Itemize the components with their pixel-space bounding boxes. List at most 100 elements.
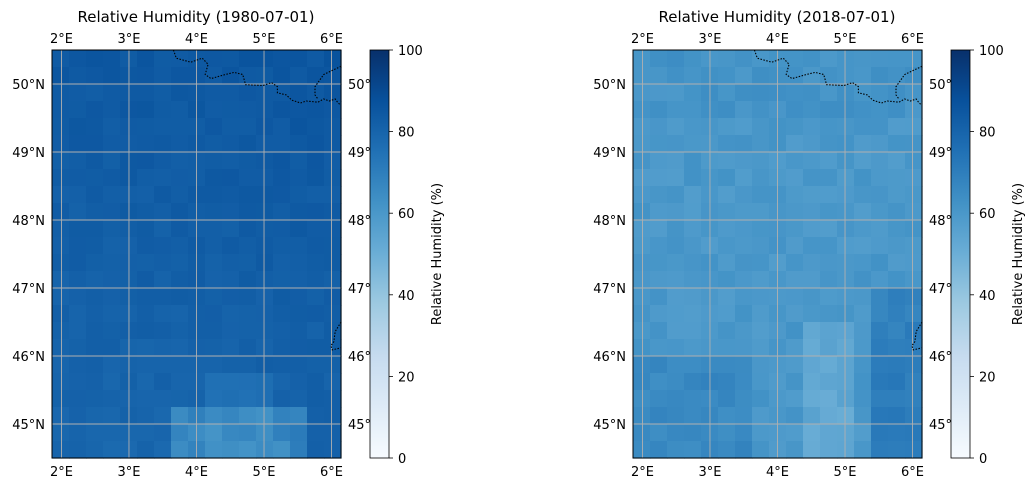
heatmap-cell (837, 322, 855, 340)
heatmap-cell (735, 169, 753, 187)
heatmap-cell (633, 135, 651, 153)
heatmap-cell (86, 186, 104, 204)
heatmap-cell (871, 407, 889, 425)
heatmap-cell (239, 356, 257, 374)
heatmap-cell (290, 356, 308, 374)
heatmap-cell (290, 288, 308, 306)
heatmap-cell (735, 50, 753, 68)
heatmap-cell (154, 305, 172, 323)
x-tick-label-top: 5°E (253, 32, 276, 47)
heatmap-cell (803, 254, 821, 272)
heatmap-cell (650, 441, 668, 459)
y-tick-label-left: 46°N (12, 350, 45, 365)
heatmap-cell (786, 118, 804, 136)
y-tick-label-left: 45°N (12, 418, 45, 433)
heatmap-cell (667, 118, 685, 136)
heatmap-cell (667, 186, 685, 204)
heatmap-cell (752, 424, 770, 442)
heatmap-cell (256, 322, 274, 340)
heatmap-cell (820, 407, 838, 425)
heatmap-cell (854, 373, 872, 391)
heatmap-cell (803, 237, 821, 255)
heatmap-cell (752, 441, 770, 459)
heatmap-cell (222, 407, 240, 425)
heatmap-cell (307, 118, 325, 136)
heatmap-cell (854, 220, 872, 238)
heatmap-cell (103, 407, 121, 425)
gridlines (52, 50, 341, 458)
heatmap-cell (735, 135, 753, 153)
heatmap-cell (171, 407, 189, 425)
y-tick-label-right: 46° (929, 350, 952, 365)
heatmap-cell (154, 67, 172, 85)
heatmap-cell (820, 271, 838, 289)
colorbar-tick-label: 40 (979, 289, 996, 304)
heatmap-cell (718, 305, 736, 323)
heatmap-cell (69, 186, 87, 204)
heatmap-cell (52, 220, 70, 238)
heatmap-cell (735, 67, 753, 85)
heatmap-cell (718, 220, 736, 238)
heatmap-cell (837, 356, 855, 374)
heatmap-cell (69, 356, 87, 374)
heatmap-cell (52, 254, 70, 272)
heatmap-cell (905, 101, 923, 119)
heatmap-cell (86, 271, 104, 289)
heatmap-cell (650, 84, 668, 102)
border-line (753, 49, 923, 106)
heatmap-cell (307, 135, 325, 153)
heatmap-cell (735, 152, 753, 170)
heatmap-cell (137, 135, 155, 153)
heatmap-cell (324, 220, 342, 238)
heatmap-cell (667, 271, 685, 289)
heatmap-cell (633, 424, 651, 442)
heatmap-cell (290, 101, 308, 119)
heatmap-cell (684, 288, 702, 306)
heatmap-cell (273, 441, 291, 459)
heatmap-cell (871, 390, 889, 408)
heatmap-cell (52, 424, 70, 442)
heatmap-cell (718, 84, 736, 102)
heatmap-cell (86, 135, 104, 153)
heatmap-cell (205, 220, 223, 238)
heatmap-cell (324, 305, 342, 323)
heatmap-cell (324, 152, 342, 170)
x-tick-label-top: 6°E (901, 32, 924, 47)
heatmap-cell (684, 305, 702, 323)
heatmap-cell (837, 220, 855, 238)
heatmap-cell (52, 305, 70, 323)
colorbar-tick-label: 40 (398, 289, 415, 304)
heatmap-cell (273, 356, 291, 374)
heatmap-cell (154, 169, 172, 187)
heatmap-cell (650, 339, 668, 357)
heatmap-cell (650, 390, 668, 408)
heatmap-cell (752, 118, 770, 136)
heatmap-cell (871, 203, 889, 221)
heatmap-cell (684, 50, 702, 68)
y-tick-label-right: 48° (348, 214, 371, 229)
heatmap-cell (786, 390, 804, 408)
heatmap-cell (888, 356, 906, 374)
heatmap-cell (803, 322, 821, 340)
heatmap-cell (667, 50, 685, 68)
heatmap-cell (324, 203, 342, 221)
heatmap-cell (803, 118, 821, 136)
heatmap-cell (820, 390, 838, 408)
heatmap-cell (718, 424, 736, 442)
heatmap-cell (633, 390, 651, 408)
heatmap-cell (684, 390, 702, 408)
heatmap-cell (69, 152, 87, 170)
heatmap-cell (718, 441, 736, 459)
heatmap-cell (718, 390, 736, 408)
heatmap-cell (86, 237, 104, 255)
heatmap-cell (735, 288, 753, 306)
heatmap-cell (650, 254, 668, 272)
heatmap-cell (633, 220, 651, 238)
y-left-tick-labels: 50°N 49°N 48°N 47°N 46°N 45°N (12, 78, 45, 433)
heatmap-cell (256, 169, 274, 187)
heatmap-cell (820, 186, 838, 204)
heatmap-cell (633, 305, 651, 323)
heatmap-cell (52, 50, 70, 68)
heatmap-cell (854, 271, 872, 289)
heatmap-cell (171, 441, 189, 459)
